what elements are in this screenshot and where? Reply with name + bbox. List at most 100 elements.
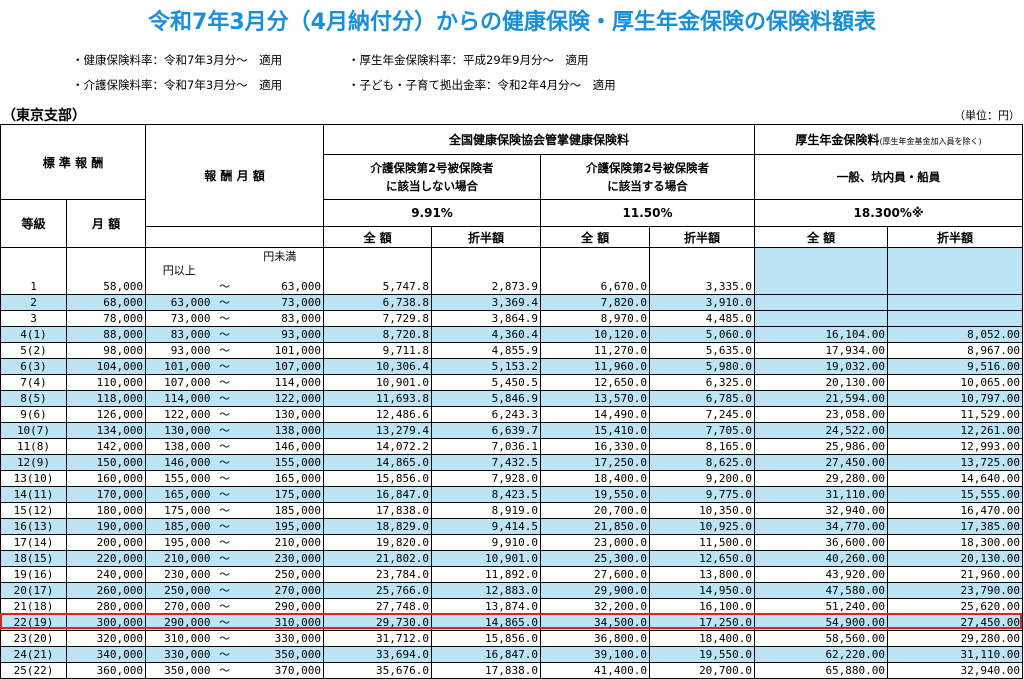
cell-h-full: 29,730.0 [323, 614, 433, 631]
standard-remuneration-header: 標 準 報 酬 [0, 124, 147, 200]
cell-c-half: 14,950.0 [649, 582, 756, 599]
range-tilde: ～ [212, 422, 237, 439]
cell-grade: 21(18) [0, 598, 67, 615]
cell-c-full: 12,650.0 [540, 374, 651, 391]
range-tilde: ～ [212, 294, 237, 311]
cell-monthly: 160,000 [65, 470, 147, 487]
cell-p-half [887, 247, 1024, 295]
cell-h-full: 6,738.8 [323, 294, 433, 311]
cell-c-full: 14,490.0 [540, 406, 651, 423]
cell-monthly: 170,000 [65, 486, 147, 503]
range-from-label: 円以上 [162, 264, 196, 277]
cell-p-half: 31,110.00 [887, 646, 1024, 663]
cell-from: 310,000 [145, 630, 213, 647]
cell-grade: 5(2) [0, 342, 67, 359]
cell-to: 350,000 [236, 646, 325, 663]
cell-grade: 13(10) [0, 470, 67, 487]
pension-full-header: 全 額 [754, 226, 889, 248]
cell-p-half: 29,280.00 [887, 630, 1024, 647]
cell-to: 73,000 [236, 294, 325, 311]
cell-grade: 18(15) [0, 550, 67, 567]
cell-grade: 9(6) [0, 406, 67, 423]
cell-p-full [754, 247, 889, 295]
table-row: 20(17) 260,000 250,000 ～ 270,000 25,766.0 12,8… [0, 582, 1024, 599]
cell-c-full: 16,330.0 [540, 438, 651, 455]
cell-h-half: 5,153.2 [431, 358, 542, 375]
cell-h-full: 15,856.0 [323, 470, 433, 487]
pension-rate-note: ・厚生年金保険料率：平成29年9月分～ 適用 [348, 53, 589, 67]
cell-p-half: 8,967.00 [887, 342, 1024, 359]
cell-h-full: 18,829.0 [323, 518, 433, 535]
range-tilde: ～ [212, 310, 237, 327]
cell-h-half: 5,450.5 [431, 374, 542, 391]
table-row: 4(1) 88,000 83,000 ～ 93,000 8,720.8 4,360.4 10,… [0, 326, 1024, 343]
table-row: 2 68,000 63,000 ～ 73,000 6,738.8 3,369.4 7,820.… [0, 294, 1024, 311]
cell-monthly: 180,000 [65, 502, 147, 519]
cell-c-full: 23,000.0 [540, 534, 651, 551]
cell-grade: 3 [0, 310, 67, 327]
cell-p-full: 43,920.00 [754, 566, 889, 583]
cell-c-full: 13,570.0 [540, 390, 651, 407]
cell-c-half: 5,635.0 [649, 342, 756, 359]
cell-c-half: 9,775.0 [649, 486, 756, 503]
cell-c-half: 9,200.0 [649, 470, 756, 487]
cell-h-half: 4,855.9 [431, 342, 542, 359]
cell-from: 101,000 [145, 358, 213, 375]
table-row: 23(20) 320,000 310,000 ～ 330,000 31,712.0 15,8… [0, 630, 1024, 647]
cell-to: 310,000 [236, 614, 325, 631]
cell-h-full: 11,693.8 [323, 390, 433, 407]
cell-h-full: 5,747.8 [323, 247, 433, 295]
cell-p-half: 10,065.00 [887, 374, 1024, 391]
cell-from: 138,000 [145, 438, 213, 455]
cell-h-half: 9,910.0 [431, 534, 542, 551]
cell-c-full: 19,550.0 [540, 486, 651, 503]
cell-from: 250,000 [145, 582, 213, 599]
cell-to: 107,000 [236, 358, 325, 375]
cell-monthly: 220,000 [65, 550, 147, 567]
cell-to: 93,000 [236, 326, 325, 343]
remuneration-header: 報 酬 月 額 [145, 124, 325, 227]
cell-from: 330,000 [145, 646, 213, 663]
table-row: 18(15) 220,000 210,000 ～ 230,000 21,802.0 10,9… [0, 550, 1024, 567]
range-tilde: ～ [212, 614, 237, 631]
table-row: 8(5) 118,000 114,000 ～ 122,000 11,693.8 5,846.… [0, 390, 1024, 407]
cell-h-full: 12,486.6 [323, 406, 433, 423]
table-row: 22(19) 300,000 290,000 ～ 310,000 29,730.0 14,8… [0, 614, 1024, 631]
cell-p-half: 12,261.00 [887, 422, 1024, 439]
cell-from: 93,000 [145, 342, 213, 359]
cell-p-half: 21,960.00 [887, 566, 1024, 583]
table-row: 13(10) 160,000 155,000 ～ 165,000 15,856.0 7,92… [0, 470, 1024, 487]
range-tilde: ～ [212, 486, 237, 503]
care-header-line1: 介護保険第2号被保険者 [586, 161, 710, 175]
cell-to: 330,000 [236, 630, 325, 647]
cell-h-half: 2,873.9 [431, 247, 542, 295]
unit-label: （単位：円） [954, 109, 1020, 122]
cell-grade: 24(21) [0, 646, 67, 663]
cell-h-half: 6,639.7 [431, 422, 542, 439]
cell-p-half: 25,620.00 [887, 598, 1024, 615]
no-care-header: 介護保険第2号被保険者 に該当しない場合 [323, 154, 542, 200]
cell-to: 円未満 63,000 [236, 247, 325, 295]
cell-grade: 1 [0, 247, 67, 295]
table-row: 5(2) 98,000 93,000 ～ 101,000 9,711.8 4,855.9 11… [0, 342, 1024, 359]
cell-p-half: 16,470.00 [887, 502, 1024, 519]
range-tilde: ～ [212, 518, 237, 535]
cell-monthly: 200,000 [65, 534, 147, 551]
cell-h-half: 10,901.0 [431, 550, 542, 567]
cell-p-half: 14,640.00 [887, 470, 1024, 487]
branch-label: （東京支部） [2, 108, 86, 124]
range-to-label: 円未満 [263, 250, 297, 263]
cell-grade: 11(8) [0, 438, 67, 455]
cell-h-half: 8,423.5 [431, 486, 542, 503]
range-tilde: ～ [212, 630, 237, 647]
cell-p-full: 31,110.00 [754, 486, 889, 503]
premium-table: 標 準 報 酬 報 酬 月 額 全国健康保険協会管掌健康保険料 厚生年金保険料(… [0, 124, 1024, 679]
cell-p-full: 58,560.00 [754, 630, 889, 647]
cell-h-half: 4,360.4 [431, 326, 542, 343]
cell-grade: 20(17) [0, 582, 67, 599]
cell-monthly: 320,000 [65, 630, 147, 647]
no-care-header-line2: に該当しない場合 [386, 179, 479, 193]
cell-p-half: 10,797.00 [887, 390, 1024, 407]
table-row: 7(4) 110,000 107,000 ～ 114,000 10,901.0 5,450.… [0, 374, 1024, 391]
cell-from: 210,000 [145, 550, 213, 567]
